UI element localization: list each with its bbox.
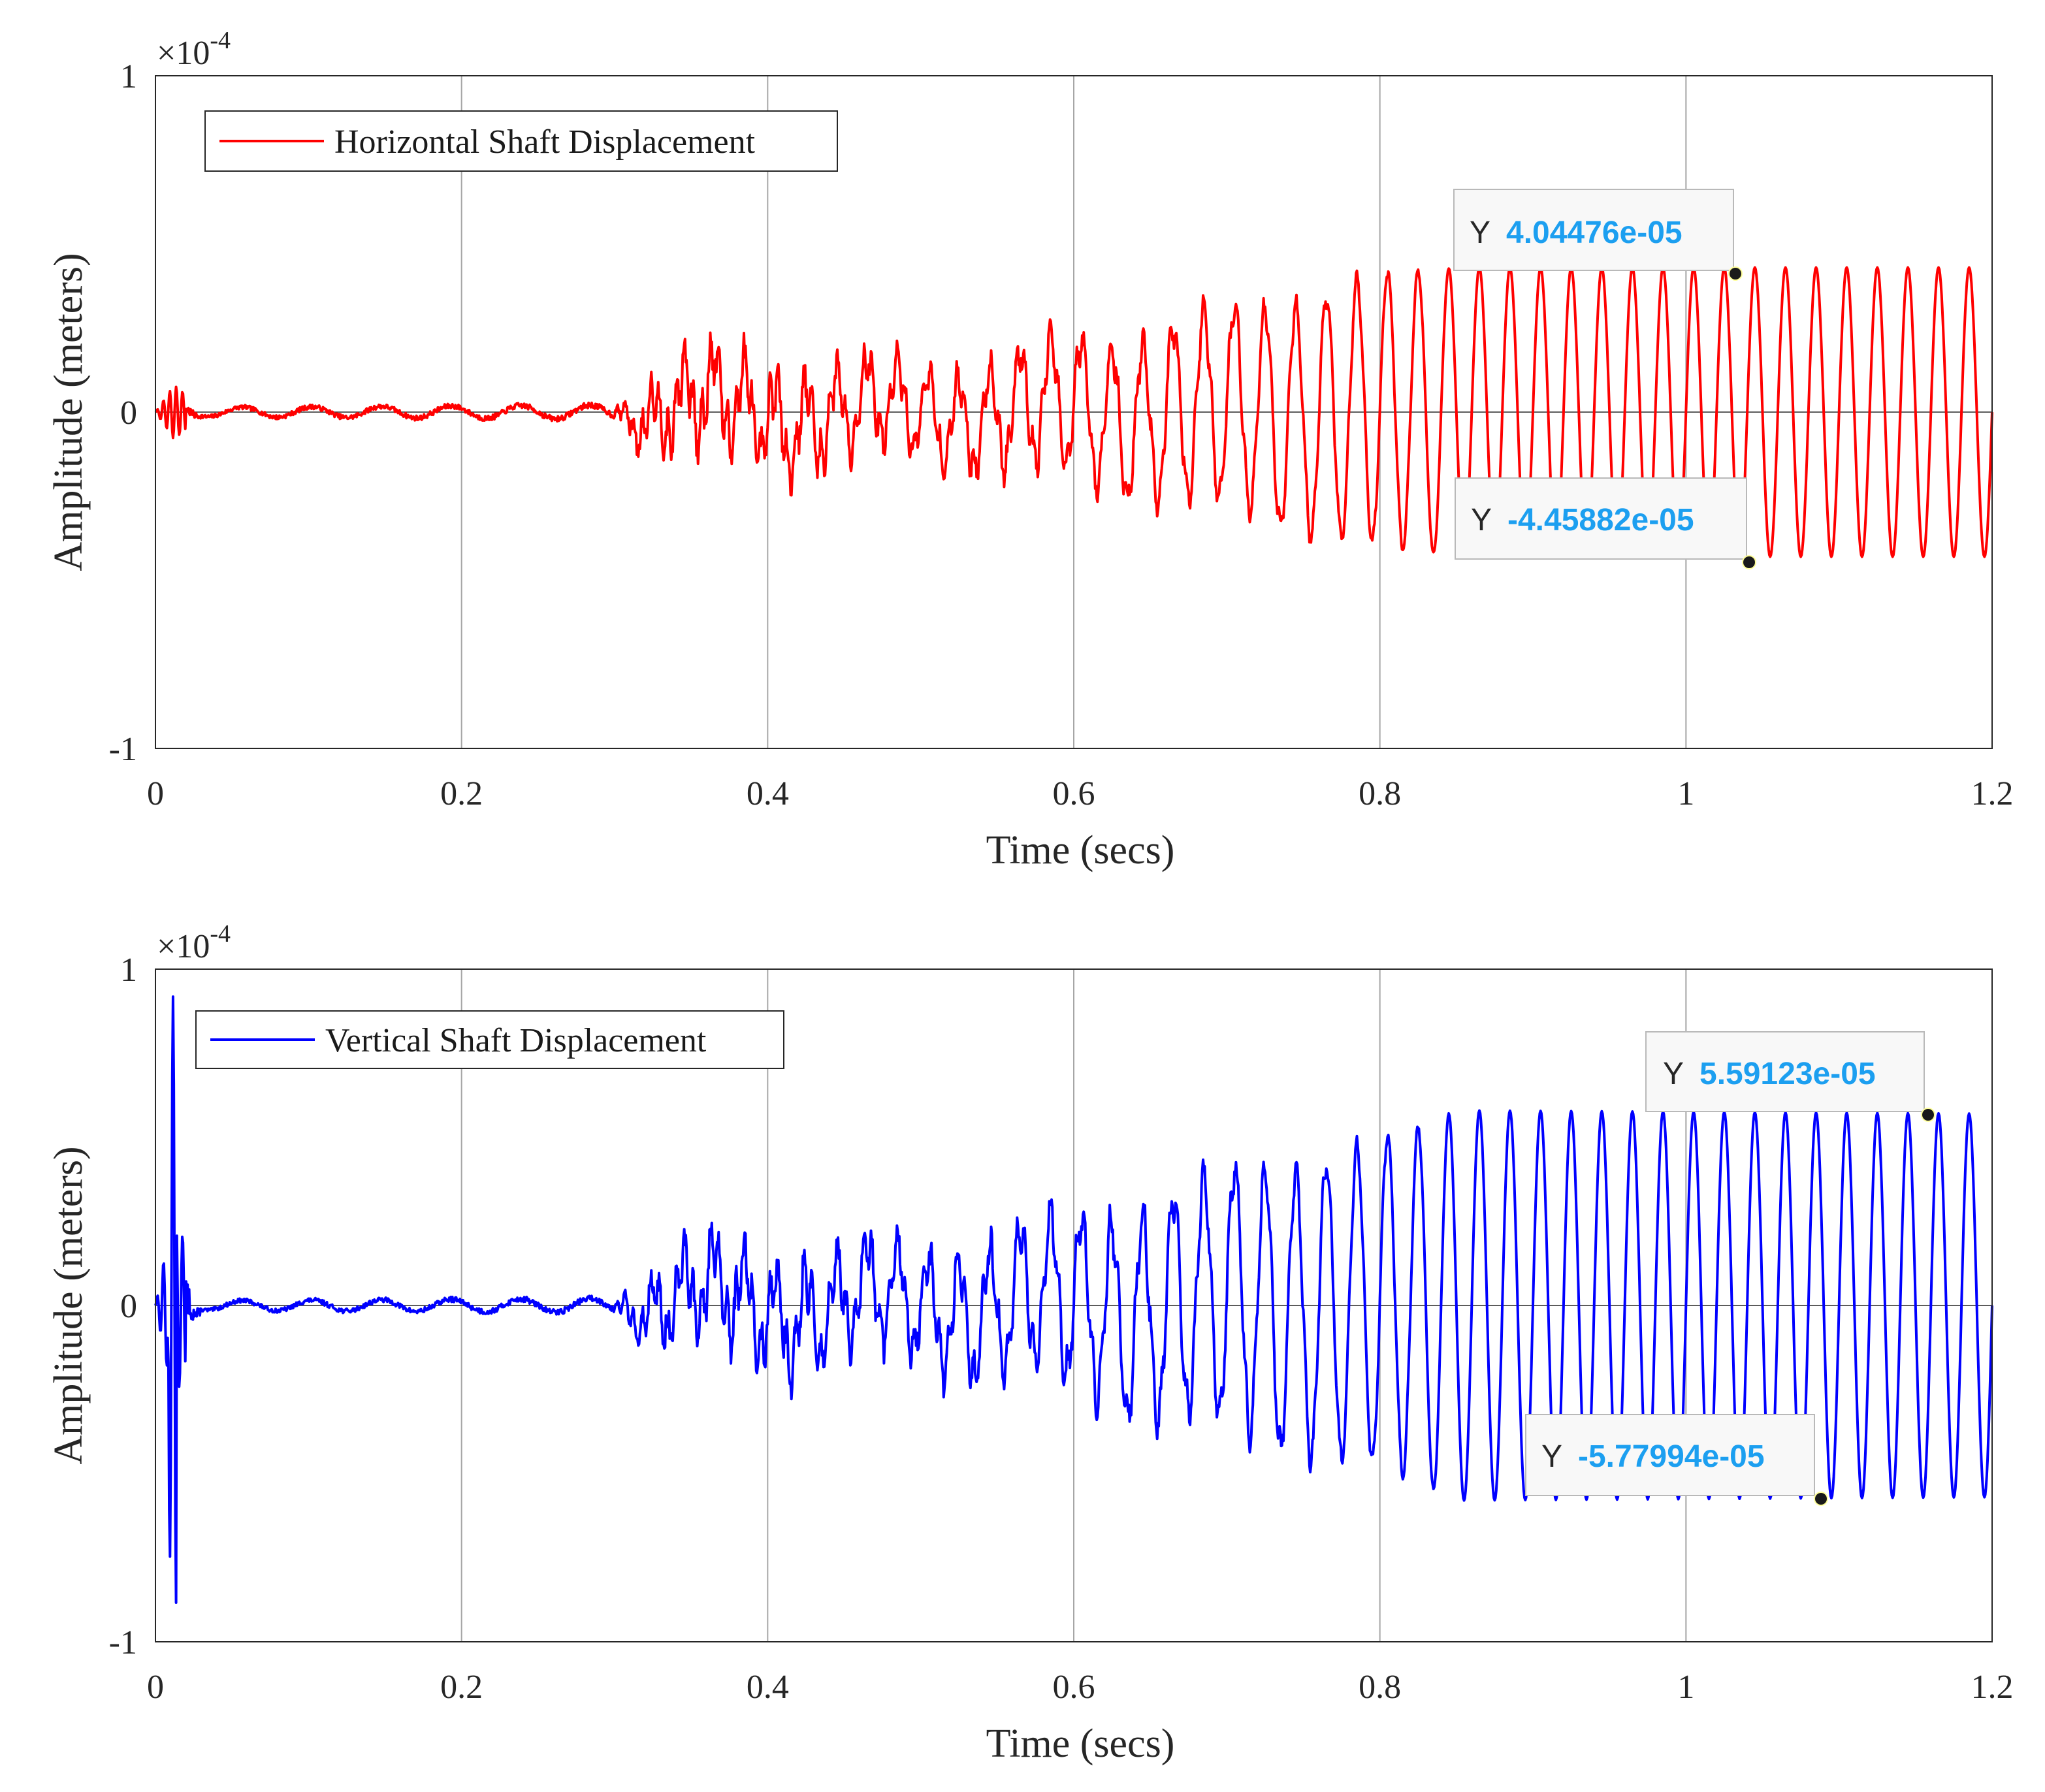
top-plot-border [155,75,1993,749]
top-y-tick-label-neg1: -1 [109,731,137,768]
top-datatip-min-label: Y [1471,503,1492,537]
top-x-tick-label: 0.8 [1359,775,1401,812]
top-datatip-min[interactable]: Y -4.45882e-05 [1455,477,1756,569]
top-x-tick-label: 0 [147,775,164,812]
top-y-tick-label-1: 1 [120,58,137,95]
top-x-tick-label: 1 [1677,775,1694,812]
bottom-x-tick-label: 0.4 [747,1669,789,1706]
vertical-shaft-displacement-line [154,995,1993,1604]
bottom-datatip-max-label: Y [1663,1057,1684,1091]
bottom-datatip-min-marker [1814,1492,1828,1506]
top-x-tick-label: 0.2 [440,775,483,812]
top-x-tick-label: 0.4 [747,775,789,812]
top-datatip-max-label: Y [1470,216,1490,250]
top-exponent-label: ×10-4 [157,27,231,72]
bottom-datatip-max-value: 5.59123e-05 [1699,1057,1876,1091]
bottom-y-tick-label-neg1: -1 [109,1624,137,1661]
bottom-legend-label: Vertical Shaft Displacement [325,1022,707,1059]
top-datatip-max[interactable]: Y 4.04476e-05 [1453,189,1743,281]
top-x-tick-label: 1.2 [1971,775,2014,812]
bottom-chart-panel: 0 0.2 0.4 0.6 0.8 1 1.2 1 0 -1 ×10-4 Time (sec… [46,920,2014,1766]
top-x-tick-labels: 0 0.2 0.4 0.6 0.8 1 1.2 [147,775,2014,812]
top-datatip-max-value: 4.04476e-05 [1506,216,1683,250]
horizontal-shaft-displacement-line [154,266,1993,558]
top-y-tick-label-0: 0 [120,394,137,432]
bottom-y-tick-label-1: 1 [120,952,137,989]
bottom-y-axis-label: Amplitude (meters) [46,1146,91,1464]
top-datatip-min-marker [1742,555,1756,569]
bottom-x-tick-labels: 0 0.2 0.4 0.6 0.8 1 1.2 [147,1669,2014,1706]
bottom-datatip-max-box [1645,1031,1925,1112]
bottom-x-tick-label: 1.2 [1971,1669,2014,1706]
bottom-y-tick-label-0: 0 [120,1288,137,1325]
top-datatip-min-box [1455,477,1747,560]
top-legend-label: Horizontal Shaft Displacement [334,123,756,161]
top-datatip-max-box [1453,189,1734,271]
bottom-exponent-label: ×10-4 [157,920,231,965]
bottom-datatip-min-label: Y [1541,1439,1562,1474]
top-datatip-min-value: -4.45882e-05 [1507,503,1694,537]
bottom-plot-border [155,968,1993,1642]
bottom-legend[interactable]: Vertical Shaft Displacement [195,1010,784,1069]
bottom-datatip-max-marker [1921,1108,1935,1122]
bottom-x-tick-label: 1 [1677,1669,1694,1706]
top-y-axis-label: Amplitude (meters) [46,253,91,571]
top-datatip-max-marker [1728,266,1743,281]
bottom-x-tick-label: 0.2 [440,1669,483,1706]
bottom-datatip-min[interactable]: Y -5.77994e-05 [1525,1414,1828,1506]
bottom-x-tick-label: 0 [147,1669,164,1706]
bottom-datatip-min-box [1525,1414,1815,1496]
top-legend[interactable]: Horizontal Shaft Displacement [204,110,838,172]
top-x-tick-label: 0.6 [1053,775,1095,812]
top-x-axis-label: Time (secs) [986,828,1175,872]
bottom-x-tick-label: 0.8 [1359,1669,1401,1706]
bottom-datatip-min-value: -5.77994e-05 [1578,1439,1765,1474]
bottom-x-tick-label: 0.6 [1053,1669,1095,1706]
top-chart-panel: 0 0.2 0.4 0.6 0.8 1 1.2 1 0 -1 ×10-4 Time (sec… [46,27,2014,872]
bottom-datatip-max[interactable]: Y 5.59123e-05 [1645,1031,1935,1122]
bottom-x-axis-label: Time (secs) [986,1721,1175,1766]
